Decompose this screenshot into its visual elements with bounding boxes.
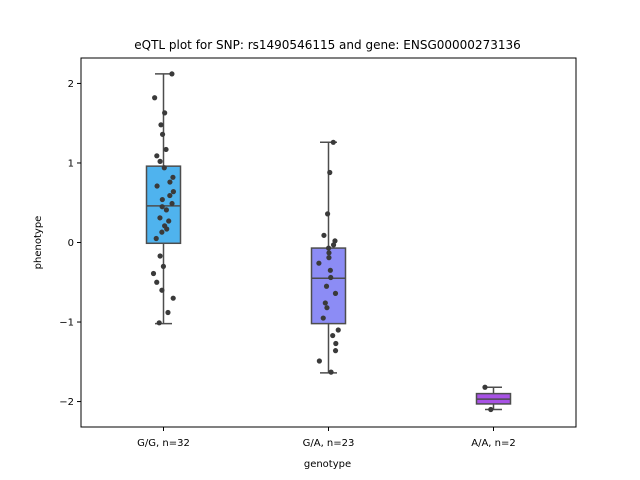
data-point <box>158 122 164 128</box>
data-point <box>165 309 171 316</box>
data-point <box>328 369 334 375</box>
data-point <box>170 189 177 195</box>
data-point <box>169 71 175 77</box>
data-point <box>332 290 339 296</box>
data-point <box>488 406 494 413</box>
x-axis-label: genotype <box>304 459 351 470</box>
y-tick-label: 0 <box>68 238 74 249</box>
x-tick-label: G/A, n=23 <box>303 438 355 449</box>
data-point <box>163 207 169 213</box>
data-point <box>153 235 159 242</box>
data-point <box>167 179 173 185</box>
data-point <box>150 270 157 277</box>
data-point <box>157 253 163 259</box>
data-point <box>152 95 158 101</box>
data-point <box>154 183 160 189</box>
data-point <box>322 300 328 306</box>
data-point <box>316 358 322 364</box>
data-point <box>327 169 333 176</box>
data-point <box>159 131 166 137</box>
x-tick-label: G/G, n=32 <box>137 438 190 449</box>
data-point <box>332 348 339 354</box>
data-point <box>159 229 165 235</box>
data-point <box>328 274 334 281</box>
y-tick-label: −2 <box>59 397 74 408</box>
data-point <box>327 267 333 273</box>
data-point <box>482 384 488 390</box>
data-point <box>154 279 160 285</box>
y-tick-label: −1 <box>59 318 74 329</box>
data-point <box>164 226 170 232</box>
data-point <box>159 196 165 203</box>
y-axis-label: phenotype <box>33 216 44 270</box>
data-point <box>157 215 163 221</box>
data-point <box>156 320 162 326</box>
data-point <box>330 242 337 248</box>
data-point <box>333 340 339 347</box>
data-point <box>160 263 167 269</box>
data-point <box>321 232 327 238</box>
y-tick-label: 2 <box>68 79 74 90</box>
data-point <box>324 305 330 311</box>
data-point <box>332 238 338 244</box>
data-point <box>316 260 322 266</box>
data-point <box>161 165 167 171</box>
data-point <box>163 146 169 153</box>
data-point <box>159 287 165 293</box>
data-point <box>159 204 165 210</box>
data-point <box>326 255 332 261</box>
data-point <box>167 192 173 199</box>
data-point <box>330 139 336 145</box>
y-tick-label: 1 <box>68 158 74 169</box>
data-point <box>325 245 332 251</box>
data-point <box>157 158 163 164</box>
data-point <box>330 332 336 339</box>
data-point <box>323 283 330 289</box>
data-point <box>170 174 176 180</box>
data-point <box>166 218 172 224</box>
data-point <box>324 211 331 217</box>
x-tick-label: A/A, n=2 <box>471 438 516 449</box>
data-point <box>335 327 341 333</box>
data-point <box>320 315 326 321</box>
data-point <box>162 110 168 116</box>
data-point <box>170 295 176 301</box>
data-point <box>154 153 160 159</box>
chart-title: eQTL plot for SNP: rs1490546115 and gene… <box>134 38 521 52</box>
data-point <box>326 250 332 256</box>
data-point <box>169 200 175 207</box>
